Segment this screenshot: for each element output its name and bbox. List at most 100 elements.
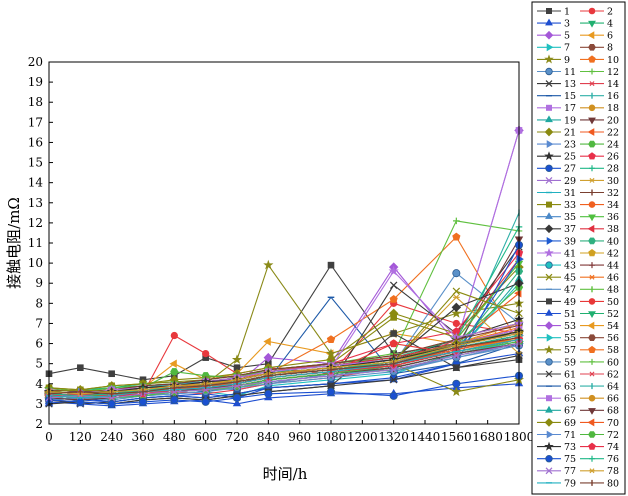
- legend-entry-59: 59: [537, 357, 576, 368]
- legend-marker: [589, 165, 595, 172]
- x-tick-label: 960: [288, 430, 311, 444]
- data-point: [327, 372, 335, 380]
- legend-label: 44: [607, 261, 619, 272]
- x-tick-label: 840: [257, 430, 280, 444]
- legend-entry-66: 66: [580, 394, 619, 405]
- series-80: [48, 334, 520, 398]
- legend-label: 38: [607, 224, 619, 235]
- legend-label: 12: [607, 67, 619, 78]
- legend-entry-56: 56: [580, 333, 619, 344]
- legend-label: 30: [607, 176, 619, 187]
- data-point: [452, 319, 460, 328]
- legend-entry-27: 27: [537, 164, 576, 175]
- legend-marker: [588, 20, 596, 28]
- data-point: [452, 287, 461, 295]
- y-tick-label: 15: [28, 156, 43, 170]
- legend-entry-37: 37: [537, 224, 576, 235]
- x-axis: 0 120 240 360 480 600 720 840 960 1080 1200 1320 144…: [45, 420, 534, 444]
- data-point: [326, 387, 336, 396]
- data-point: [453, 294, 460, 300]
- legend-entry-30: 30: [580, 176, 619, 187]
- legend-marker: [546, 8, 552, 14]
- legend-label: 59: [564, 357, 576, 368]
- data-point: [389, 365, 398, 374]
- legend-label: 53: [564, 321, 576, 332]
- data-point: [390, 339, 398, 348]
- legend-label: 22: [607, 127, 619, 138]
- series-line-51: [48, 383, 520, 407]
- data-point: [170, 331, 178, 340]
- data-point: [169, 359, 177, 368]
- legend-marker: [588, 408, 596, 415]
- legend-marker: [544, 127, 554, 137]
- legend-marker: [545, 309, 553, 316]
- legend-label: 56: [607, 333, 619, 344]
- legend-marker: [545, 164, 553, 172]
- legend-label: 25: [564, 152, 576, 163]
- legend-label: 24: [607, 140, 619, 151]
- series-line-79: [48, 338, 520, 399]
- legend-label: 62: [607, 369, 619, 380]
- x-tick-label: 600: [194, 430, 217, 444]
- data-point: [327, 382, 335, 390]
- legend-marker: [588, 442, 596, 450]
- legend-marker: [587, 224, 595, 233]
- data-point: [202, 349, 210, 358]
- data-point: [263, 352, 274, 363]
- x-tick-label: 480: [163, 430, 186, 444]
- x-tick-label: 360: [132, 430, 155, 444]
- data-point: [170, 395, 179, 404]
- legend-entry-63: 63: [537, 382, 576, 393]
- legend-label: 42: [607, 248, 619, 259]
- legend-entry-49: 49: [537, 297, 576, 308]
- legend-entry-62: 62: [580, 369, 619, 380]
- legend-marker: [589, 81, 595, 87]
- legend-label: 79: [564, 478, 576, 489]
- x-tick-label: 1320: [378, 430, 409, 444]
- data-point: [389, 281, 398, 289]
- legend-marker: [545, 80, 553, 88]
- legend-label: 45: [564, 273, 576, 284]
- data-point: [233, 364, 241, 371]
- legend-label: 2: [607, 6, 613, 17]
- legend-marker: [546, 201, 552, 208]
- data-point: [77, 364, 84, 371]
- y-tick-label: 18: [28, 95, 43, 109]
- legend-label: 70: [607, 418, 619, 429]
- data-point: [390, 314, 397, 321]
- y-tick-label: 16: [28, 135, 43, 149]
- legend-entry-75: 75: [537, 454, 576, 465]
- legend-entry-41: 41: [537, 248, 576, 259]
- legend-marker: [587, 31, 595, 40]
- legend-marker: [544, 224, 554, 234]
- legend-marker: [588, 345, 596, 354]
- legend-label: 27: [564, 164, 576, 175]
- legend-entry-64: 64: [580, 382, 619, 393]
- data-point: [451, 386, 462, 397]
- legend-entry-76: 76: [580, 454, 619, 465]
- legend-entry-72: 72: [580, 430, 619, 441]
- legend-label: 32: [607, 188, 619, 199]
- legend-entry-19: 19: [537, 115, 576, 126]
- legend-label: 16: [607, 91, 619, 102]
- legend-entry-31: 31: [537, 188, 576, 199]
- y-tick-label: 8: [35, 296, 43, 310]
- legend-label: 64: [607, 382, 619, 393]
- legend-label: 77: [564, 466, 576, 477]
- legend-entry-23: 23: [537, 140, 576, 151]
- legend-marker: [546, 236, 554, 245]
- data-point: [390, 330, 397, 337]
- legend-label: 40: [607, 236, 619, 247]
- data-point: [452, 379, 461, 388]
- legend-marker: [589, 68, 595, 75]
- legend-entry-44: 44: [580, 261, 619, 272]
- legend-marker: [588, 117, 596, 125]
- legend-marker: [546, 140, 554, 149]
- legend-entry-39: 39: [537, 236, 576, 247]
- legend-label: 43: [564, 261, 576, 272]
- y-tick-label: 9: [35, 276, 43, 290]
- legend-entry-12: 12: [580, 67, 619, 78]
- legend-entry-61: 61: [537, 369, 576, 380]
- legend-label: 80: [607, 478, 619, 489]
- legend-label: 6: [607, 31, 613, 42]
